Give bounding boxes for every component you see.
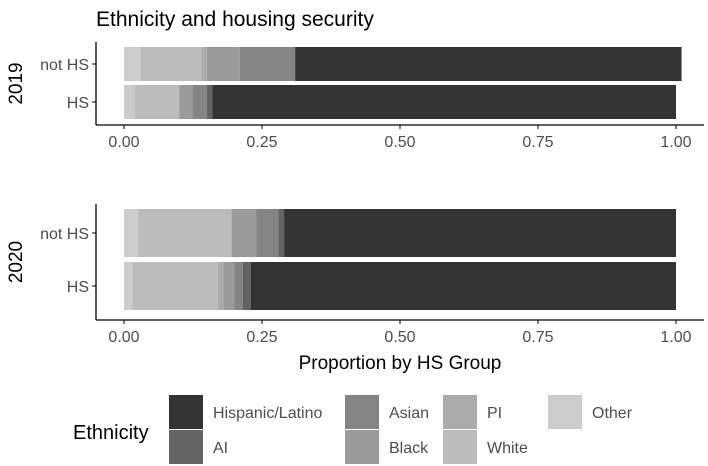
bar-segment-2019-hs-white (135, 85, 180, 119)
legend-swatch-asian (345, 395, 379, 429)
x-axis-label: Proportion by HS Group (299, 353, 502, 374)
x-tick-label-2020-3: 0.75 (522, 329, 553, 346)
bar-segment-2020-hs-other (124, 262, 133, 310)
legend-swatch-ai (169, 430, 203, 464)
bar-segment-2020-hs-pi (217, 262, 224, 310)
y-tick-label-2019-not-hs: not HS (40, 57, 89, 74)
bar-segment-2020-hs-hispanic-latino (250, 262, 676, 310)
x-tick-label-2019-3: 0.75 (522, 134, 553, 151)
legend-swatch-other (548, 395, 582, 429)
legend-label-ai: AI (213, 440, 228, 457)
x-tick-label-2020-1: 0.25 (246, 329, 277, 346)
bar-segment-2020-not-hs-other (124, 209, 138, 257)
x-tick-label-2020-0: 0.00 (108, 329, 139, 346)
y-tick-label-2020-hs: HS (67, 279, 89, 296)
legend-item-hispanic-latino: Hispanic/Latino (169, 395, 323, 429)
bar-segment-2019-hs-black (179, 85, 193, 119)
bar-segment-2019-hs-hispanic-latino (212, 85, 676, 119)
x-tick-label-2019-4: 1.00 (660, 134, 691, 151)
x-tick-label-2020-2: 0.50 (384, 329, 415, 346)
legend-item-other: Other (548, 395, 633, 429)
legend-title: Ethnicity (73, 422, 149, 444)
bar-segment-2020-hs-ai (242, 262, 251, 310)
legend-swatch-pi (443, 395, 477, 429)
x-tick-label-2019-2: 0.50 (384, 134, 415, 151)
facet-panel-2020: not HS HS 0.00 0.25 0.50 0.75 1.00 2020 (6, 204, 704, 346)
x-tick-label-2020-4: 1.00 (660, 329, 691, 346)
legend-item-ai: AI (169, 430, 228, 464)
facet-panel-2019: not HS HS 0.00 0.25 0.50 0.75 1.00 2019 (6, 42, 704, 151)
bar-segment-2020-not-hs-asian (256, 209, 279, 257)
x-tick-label-2019-1: 0.25 (246, 134, 277, 151)
bar-segment-2020-not-hs-ai (278, 209, 285, 257)
bar-segment-2019-hs-ai (206, 85, 213, 119)
legend-item-pi: PI (443, 395, 502, 429)
legend-label-other: Other (592, 405, 633, 422)
legend-swatch-black (345, 430, 379, 464)
facet-label-2019: 2019 (6, 62, 27, 104)
bar-segment-2019-not-hs-asian (239, 47, 296, 81)
bar-segment-2019-not-hs-black (206, 47, 240, 81)
bar-segment-2020-hs-black (223, 262, 235, 310)
bar-segment-2020-hs-asian (234, 262, 243, 310)
legend-label-pi: PI (487, 405, 502, 422)
legend-label-white: White (487, 440, 528, 457)
legend-label-black: Black (389, 440, 429, 457)
y-tick-label-2019-hs: HS (67, 95, 89, 112)
facet-label-2020: 2020 (6, 241, 27, 283)
bar-segment-2020-not-hs-hispanic-latino (284, 209, 676, 257)
chart-title: Ethnicity and housing security (96, 8, 374, 31)
bar-segment-2019-hs-asian (193, 85, 207, 119)
legend-label-hispanic-latino: Hispanic/Latino (213, 405, 323, 422)
bar-segment-2019-not-hs-white (140, 47, 202, 81)
bar-segment-2020-hs-white (132, 262, 218, 310)
bar-segment-2019-not-hs-pi (201, 47, 207, 81)
bar-segment-2020-not-hs-black (231, 209, 257, 257)
y-tick-label-2020-not-hs: not HS (40, 226, 89, 243)
legend-item-white: White (443, 430, 528, 464)
legend-item-asian: Asian (345, 395, 429, 429)
facet-panels: not HS HS 0.00 0.25 0.50 0.75 1.00 2019 not HS HS… (6, 42, 704, 346)
bar-segment-2020-not-hs-white (137, 209, 232, 257)
legend-swatch-white (443, 430, 477, 464)
legend-item-black: Black (345, 430, 429, 464)
bar-segment-2019-not-hs-hispanic-latino (295, 47, 682, 81)
x-tick-label-2019-0: 0.00 (108, 134, 139, 151)
legend-swatch-hispanic-latino (169, 395, 203, 429)
legend-label-asian: Asian (389, 405, 429, 422)
legend: Ethnicity Hispanic/Latino AI Asian Black PI W… (73, 395, 633, 464)
bar-segment-2019-not-hs-other (124, 47, 141, 81)
bar-segment-2019-hs-other (124, 85, 136, 119)
